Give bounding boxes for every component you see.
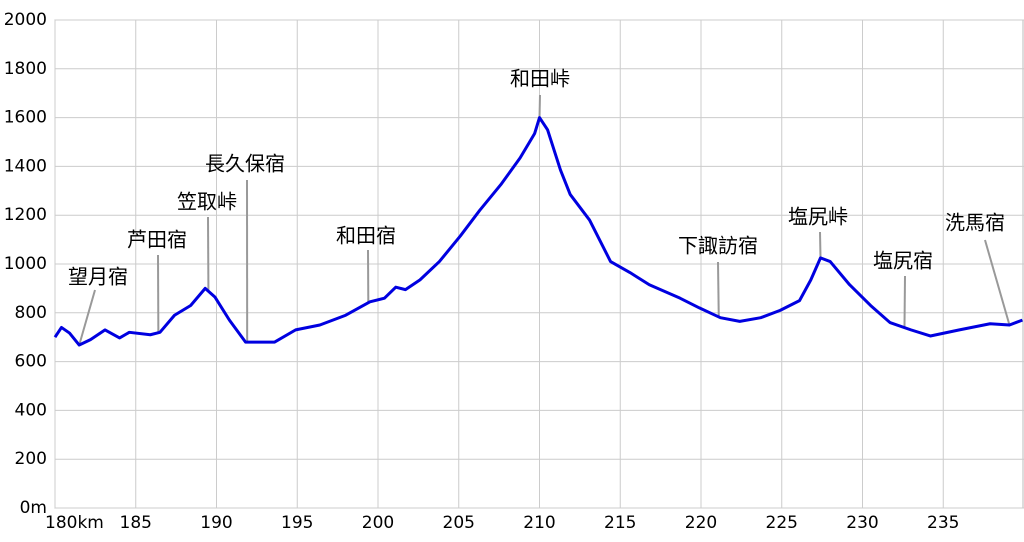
annotation: 下諏訪宿	[678, 234, 758, 258]
y-tick-label: 1600	[4, 108, 47, 128]
x-tick-label: 185	[120, 513, 152, 533]
y-tick-label: 800	[15, 303, 47, 323]
leader-line	[984, 239, 1011, 326]
y-tick-label: 400	[15, 400, 47, 420]
x-tick-label: 190	[200, 513, 232, 533]
annotation: 洗馬宿	[945, 211, 1005, 235]
annotation: 望月宿	[68, 265, 128, 289]
y-tick-label: 1200	[4, 205, 47, 225]
x-tick-label: 205	[443, 513, 475, 533]
x-tick-label: 180km	[45, 513, 104, 533]
leader-line	[819, 231, 822, 258]
x-tick-label: 225	[766, 513, 798, 533]
x-tick-label: 195	[281, 513, 313, 533]
leader-line	[78, 289, 96, 346]
y-tick-label: 200	[15, 449, 47, 469]
x-tick-label: 200	[362, 513, 394, 533]
x-tick-label: 235	[927, 513, 959, 533]
x-tick-label: 215	[604, 513, 636, 533]
annotation: 和田宿	[336, 224, 396, 248]
annotation: 笠取峠	[177, 190, 237, 214]
annotation: 芦田宿	[127, 228, 187, 252]
y-tick-label: 2000	[4, 10, 47, 30]
leader-line	[903, 275, 906, 328]
y-tick-label: 1800	[4, 59, 47, 79]
annotation: 長久保宿	[205, 152, 285, 176]
y-tick-label: 0m	[20, 498, 47, 518]
x-tick-label: 210	[523, 513, 555, 533]
x-tick-label: 230	[846, 513, 878, 533]
elevation-line	[53, 116, 1023, 347]
y-tick-label: 600	[15, 352, 47, 372]
y-tick-label: 1000	[4, 254, 47, 274]
y-tick-label: 1400	[4, 156, 47, 176]
annotation: 和田峠	[510, 67, 570, 91]
leader-line	[538, 94, 541, 118]
leader-line	[717, 261, 720, 317]
annotation: 塩尻峠	[788, 205, 848, 229]
x-tick-label: 220	[685, 513, 717, 533]
annotation: 塩尻宿	[873, 249, 933, 273]
